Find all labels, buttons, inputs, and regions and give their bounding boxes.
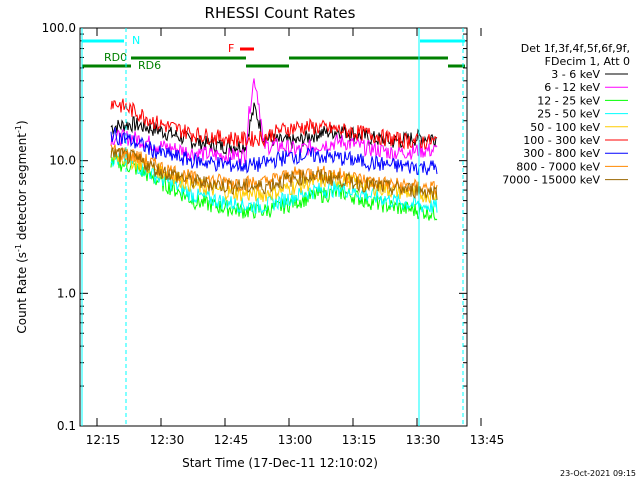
n-label: N (132, 34, 140, 47)
legend-label: 300 - 800 keV (523, 147, 600, 160)
x-tick-label: 13:45 (470, 433, 505, 447)
rd6-label: RD6 (138, 59, 161, 72)
legend-label: 6 - 12 keV (544, 81, 600, 94)
x-tick-label: 13:15 (342, 433, 377, 447)
legend-label: 3 - 6 keV (551, 68, 600, 81)
series-line-6 (110, 127, 438, 176)
y-axis-label: Count Rate (s-1 detector segment-1) (14, 120, 29, 333)
x-tick-label: 12:15 (86, 433, 121, 447)
legend-label: 12 - 25 keV (537, 94, 600, 107)
legend-label: 7000 - 15000 keV (502, 174, 600, 187)
y-tick-label: 0.1 (57, 419, 76, 433)
legend-header-line-2: FDecim 1, Att 0 (545, 55, 630, 68)
rd0-label: RD0 (104, 51, 127, 64)
x-axis-label: Start Time (17-Dec-11 12:10:02) (182, 456, 378, 470)
plot-frame (79, 27, 468, 427)
series-line-8 (110, 146, 438, 200)
legend-label: 800 - 7000 keV (516, 160, 600, 173)
legend-label: 25 - 50 keV (537, 108, 600, 121)
data-area (110, 78, 438, 221)
axis-ticks: 12:15 12:30 12:45 13:00 13:15 13:30 13:45 0.1 1.… (42, 21, 505, 447)
legend-header-line-1: Det 1f,3f,4f,5f,6f,9f, (521, 42, 630, 55)
series-line-5 (110, 98, 438, 151)
x-tick-label: 13:30 (406, 433, 441, 447)
x-tick-label: 12:45 (214, 433, 249, 447)
series-line-1 (110, 78, 438, 166)
chart-title: RHESSI Count Rates (205, 4, 356, 22)
y-tick-label: 100.0 (42, 21, 76, 35)
series-line-2 (110, 154, 438, 221)
x-tick-label: 13:00 (278, 433, 313, 447)
y-tick-label: 10.0 (49, 154, 76, 168)
annotation-bars: N F RD0 RD6 (82, 34, 465, 72)
time-markers (81, 28, 464, 426)
x-tick-label: 12:30 (150, 433, 185, 447)
timestamp: 23-Oct-2021 09:15 (560, 469, 636, 478)
y-tick-label: 1.0 (57, 286, 76, 300)
series-line-0 (110, 102, 438, 155)
legend-label: 50 - 100 keV (530, 121, 600, 134)
f-label: F (228, 42, 234, 55)
legend-label: 100 - 300 keV (523, 134, 600, 147)
